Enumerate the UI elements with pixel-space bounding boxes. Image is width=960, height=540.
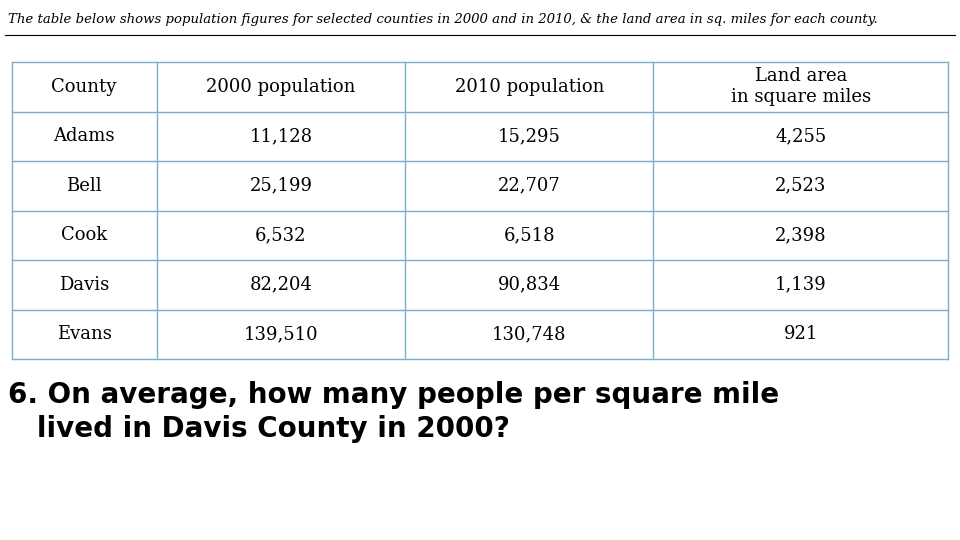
Text: 2010 population: 2010 population: [454, 78, 604, 96]
Text: 2,523: 2,523: [776, 177, 827, 195]
Text: 15,295: 15,295: [497, 127, 561, 145]
Text: 6,518: 6,518: [503, 226, 555, 244]
Text: County: County: [52, 78, 117, 96]
Text: Evans: Evans: [57, 325, 111, 343]
Text: 82,204: 82,204: [250, 276, 312, 294]
Text: 130,748: 130,748: [492, 325, 566, 343]
Text: 22,707: 22,707: [498, 177, 561, 195]
Text: The table below shows population figures for selected counties in 2000 and in 20: The table below shows population figures…: [8, 14, 877, 26]
Text: 2,398: 2,398: [775, 226, 827, 244]
Text: Adams: Adams: [54, 127, 115, 145]
Text: 11,128: 11,128: [250, 127, 312, 145]
Text: 921: 921: [783, 325, 818, 343]
Text: 6. On average, how many people per square mile
   lived in Davis County in 2000?: 6. On average, how many people per squar…: [8, 381, 779, 443]
Text: 6,532: 6,532: [255, 226, 306, 244]
Text: 1,139: 1,139: [775, 276, 827, 294]
Text: 4,255: 4,255: [776, 127, 827, 145]
Text: Bell: Bell: [66, 177, 102, 195]
Text: Davis: Davis: [59, 276, 109, 294]
Text: 90,834: 90,834: [497, 276, 561, 294]
Text: Land area
in square miles: Land area in square miles: [731, 68, 871, 106]
Text: 2000 population: 2000 population: [206, 78, 355, 96]
Text: 25,199: 25,199: [250, 177, 312, 195]
Text: 139,510: 139,510: [244, 325, 318, 343]
Text: Cook: Cook: [61, 226, 108, 244]
